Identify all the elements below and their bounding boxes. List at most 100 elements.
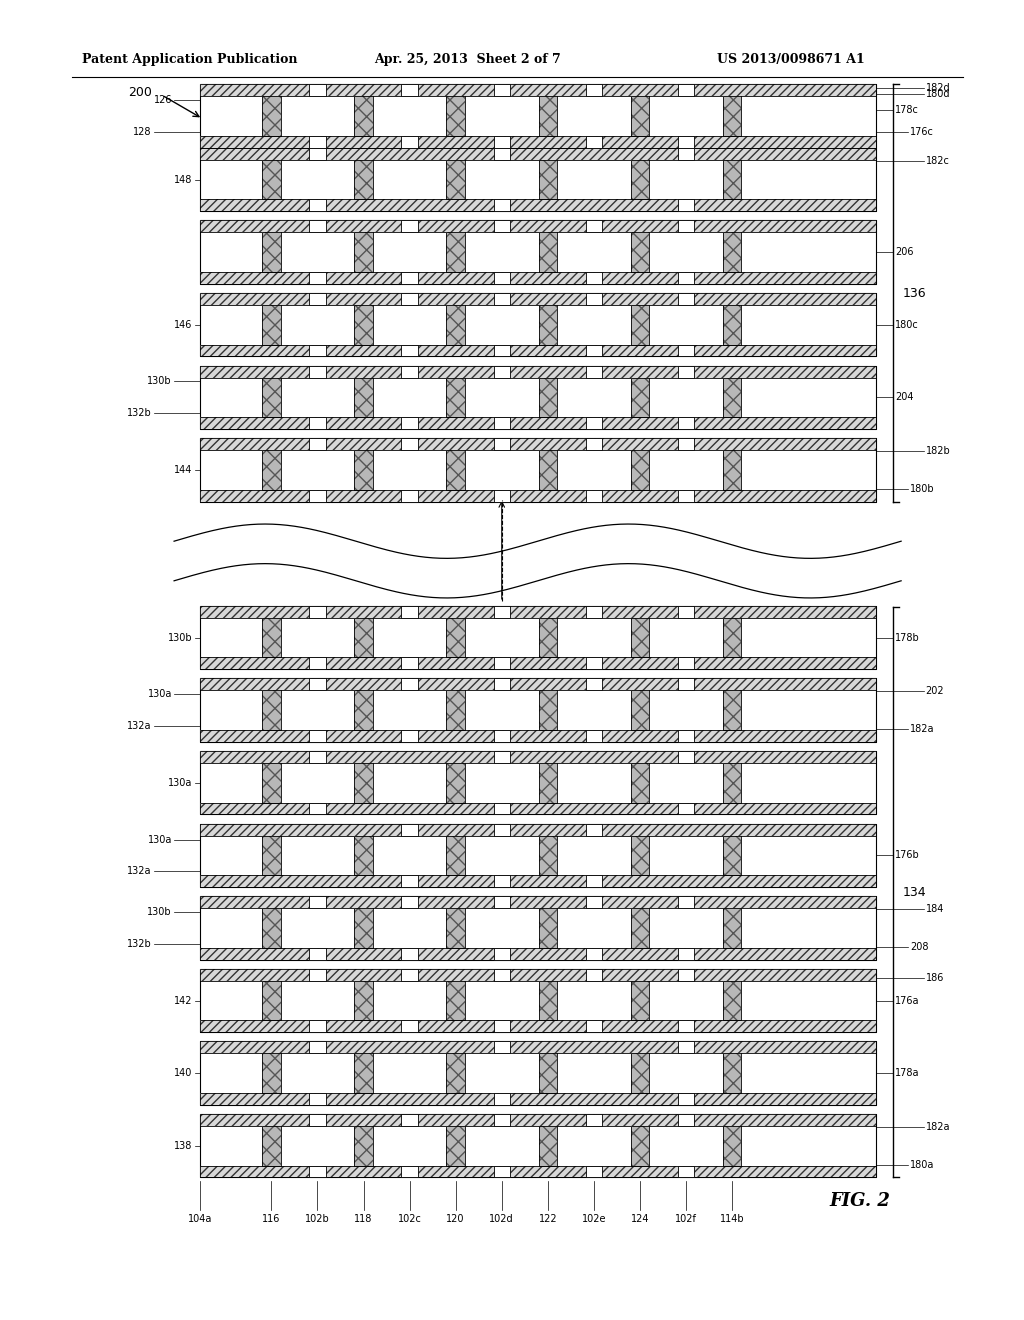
Bar [494, 345, 510, 356]
Bar [678, 969, 694, 981]
Bar [494, 730, 510, 742]
Text: 180d: 180d [926, 88, 950, 99]
Bar [401, 1020, 418, 1032]
Text: 206: 206 [895, 247, 913, 257]
Bar [586, 1166, 602, 1177]
Bar [309, 366, 326, 378]
Bar [539, 836, 557, 875]
Bar [401, 678, 418, 690]
Bar [262, 160, 281, 199]
Bar [494, 875, 510, 887]
Bar [446, 450, 465, 490]
Text: 202: 202 [926, 686, 944, 696]
Bar [401, 1114, 418, 1126]
Text: 182a: 182a [910, 725, 935, 734]
Text: FIG. 2: FIG. 2 [829, 1192, 890, 1210]
Bar [446, 618, 465, 657]
Bar [631, 1053, 649, 1093]
Bar [309, 345, 326, 356]
Bar [631, 763, 649, 803]
Bar [678, 678, 694, 690]
Bar [262, 1126, 281, 1166]
Bar [494, 220, 510, 232]
Bar [200, 220, 876, 284]
Bar [539, 450, 557, 490]
Text: 132a: 132a [127, 721, 152, 731]
Bar [200, 803, 876, 814]
Text: 136: 136 [903, 286, 927, 300]
Bar [354, 690, 373, 730]
Text: 178c: 178c [895, 104, 919, 115]
Bar [631, 836, 649, 875]
Bar [446, 1126, 465, 1166]
Bar [631, 690, 649, 730]
Bar [446, 232, 465, 272]
Bar [200, 803, 876, 814]
Bar [539, 1053, 557, 1093]
Bar [309, 803, 326, 814]
Bar [200, 293, 876, 305]
Text: 180c: 180c [895, 319, 919, 330]
Bar [494, 1166, 510, 1177]
Bar [200, 438, 876, 502]
Bar [631, 160, 649, 199]
Bar [354, 836, 373, 875]
Bar [494, 751, 510, 763]
Bar [723, 378, 741, 417]
Bar [309, 1041, 326, 1053]
Bar [200, 366, 876, 429]
Bar [309, 1020, 326, 1032]
Text: 176c: 176c [910, 127, 934, 137]
Bar [401, 896, 418, 908]
Bar [446, 160, 465, 199]
Bar [539, 305, 557, 345]
Bar [631, 450, 649, 490]
Text: 130a: 130a [147, 834, 172, 845]
Bar [586, 969, 602, 981]
Bar [678, 272, 694, 284]
Bar [401, 606, 418, 618]
Bar [723, 618, 741, 657]
Bar [723, 378, 741, 417]
Bar [723, 160, 741, 199]
Bar [539, 618, 557, 657]
Bar [262, 618, 281, 657]
Bar [539, 378, 557, 417]
Bar [200, 345, 876, 356]
Bar [539, 618, 557, 657]
Bar [446, 618, 465, 657]
Bar [494, 1093, 510, 1105]
Bar [309, 148, 326, 160]
Bar [200, 1041, 876, 1053]
Text: 180b: 180b [910, 484, 935, 494]
Bar [200, 730, 876, 742]
Bar [200, 148, 876, 160]
Bar [539, 763, 557, 803]
Text: Apr. 25, 2013  Sheet 2 of 7: Apr. 25, 2013 Sheet 2 of 7 [374, 53, 560, 66]
Bar [586, 657, 602, 669]
Text: 200: 200 [128, 86, 152, 99]
Bar [200, 678, 876, 690]
Bar [262, 378, 281, 417]
Bar [494, 293, 510, 305]
Bar [446, 1053, 465, 1093]
Bar [539, 981, 557, 1020]
Bar [723, 1126, 741, 1166]
Bar [200, 293, 876, 356]
Bar [262, 1053, 281, 1093]
Bar [586, 136, 602, 148]
Bar [200, 896, 876, 908]
Bar [678, 199, 694, 211]
Bar [200, 657, 876, 669]
Bar [200, 1114, 876, 1126]
Bar [678, 136, 694, 148]
Bar [262, 450, 281, 490]
Bar [586, 490, 602, 502]
Bar [539, 160, 557, 199]
Bar [309, 438, 326, 450]
Bar [539, 981, 557, 1020]
Bar [200, 199, 876, 211]
Bar [200, 824, 876, 887]
Bar [723, 981, 741, 1020]
Bar [723, 1053, 741, 1093]
